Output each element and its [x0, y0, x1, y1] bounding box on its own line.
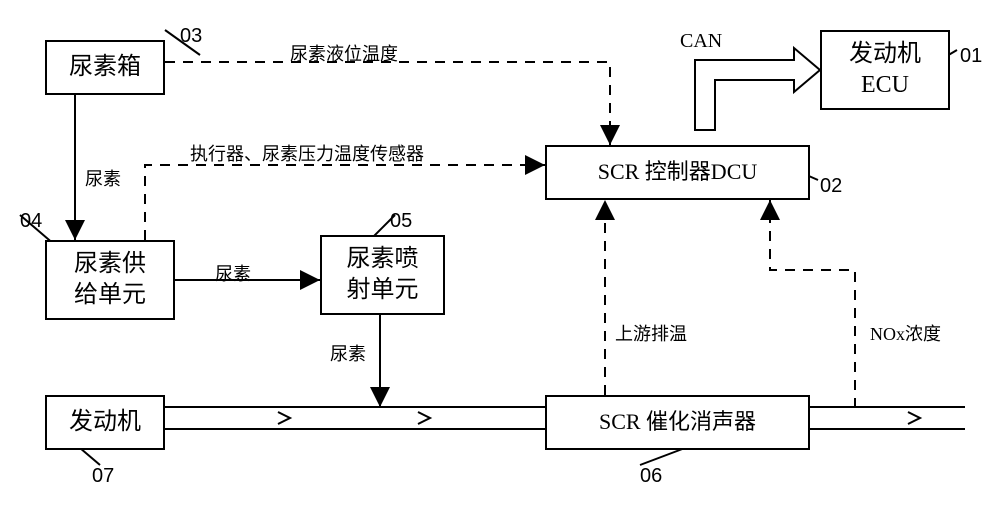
node-engine_ecu: 发动机ECU: [820, 30, 950, 110]
node-label: 尿素箱: [69, 52, 141, 83]
callout-dcu: 02: [820, 175, 842, 198]
node-label: 尿素供给单元: [74, 249, 146, 311]
edge-label-can: CAN: [680, 30, 722, 53]
node-label: SCR 催化消声器: [599, 408, 756, 437]
node-label: 发动机ECU: [849, 39, 921, 101]
node-dcu: SCR 控制器DCU: [545, 145, 810, 200]
node-label: 发动机: [69, 407, 141, 438]
callout-injection_unit: 05: [390, 210, 412, 233]
node-label: 尿素喷射单元: [347, 244, 419, 306]
node-label: SCR 控制器DCU: [598, 158, 758, 187]
edge-label-inject_down: 尿素: [330, 340, 366, 366]
callout-engine_ecu: 01: [960, 45, 982, 68]
edge-label-upstream_temp: 上游排温: [615, 320, 687, 346]
node-engine: 发动机: [45, 395, 165, 450]
callout-scr_muffler: 06: [640, 465, 662, 488]
callout-supply_unit: 04: [20, 210, 42, 233]
edge-label-urea_tank_to_dcu: 尿素液位温度: [290, 40, 398, 66]
edge-label-supply_to_inject: 尿素: [215, 260, 251, 286]
node-scr_muffler: SCR 催化消声器: [545, 395, 810, 450]
edge-label-supply_to_dcu: 执行器、尿素压力温度传感器: [190, 140, 424, 166]
edge-label-urea_tank_to_supply: 尿素: [85, 165, 121, 191]
callout-engine: 07: [92, 465, 114, 488]
node-injection_unit: 尿素喷射单元: [320, 235, 445, 315]
edge-label-nox: NOx浓度: [870, 320, 941, 346]
diagram-canvas: 尿素箱 03 发动机ECU 01 SCR 控制器DCU 02 尿素供给单元 04 尿素喷射单元 0…: [0, 0, 1000, 525]
node-urea_tank: 尿素箱: [45, 40, 165, 95]
node-supply_unit: 尿素供给单元: [45, 240, 175, 320]
callout-urea_tank: 03: [180, 25, 202, 48]
